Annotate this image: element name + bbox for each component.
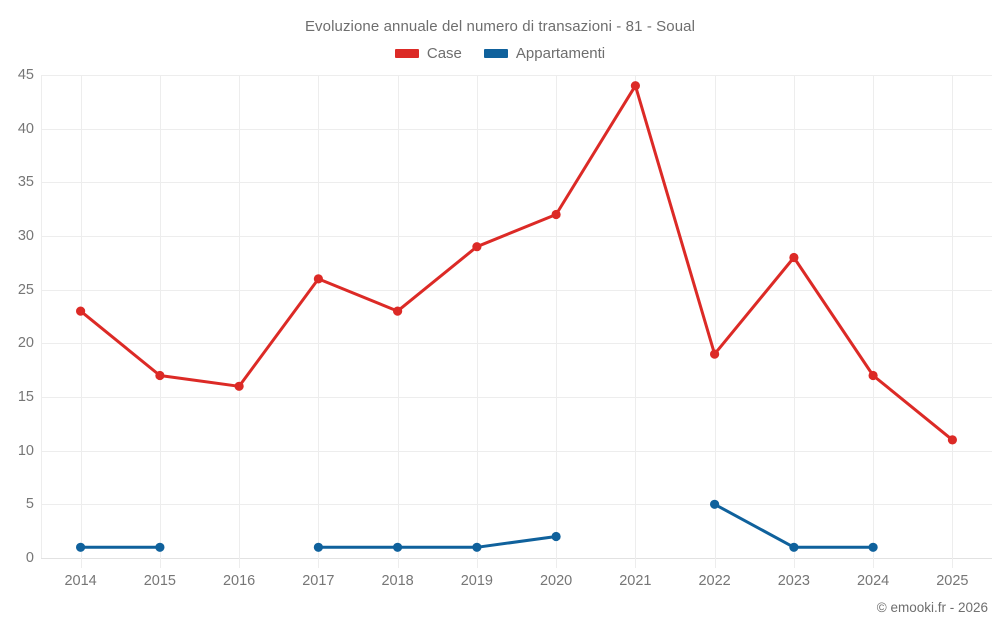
- y-axis-tick-label: 5: [25, 496, 34, 513]
- data-point-marker[interactable]: [710, 499, 720, 509]
- data-point-marker[interactable]: [630, 81, 641, 91]
- x-axis-tick-label: 2025: [936, 573, 969, 589]
- x-axis-tick-label: 2021: [619, 573, 652, 589]
- x-axis-tick-label: 2015: [143, 573, 177, 589]
- x-axis-tick-label: 2020: [539, 573, 573, 589]
- data-point-marker[interactable]: [472, 242, 482, 252]
- y-axis-tick-label: 10: [17, 442, 34, 459]
- chart-legend: Case Appartamenti: [0, 45, 1000, 62]
- y-axis-tick-label: 0: [25, 550, 34, 566]
- x-axis-tick-label: 2017: [302, 573, 335, 589]
- data-point-marker[interactable]: [789, 542, 799, 552]
- legend-swatch-icon: [483, 49, 508, 58]
- series-line-case: [79, 84, 954, 442]
- x-axis-tick-label: 2018: [381, 573, 414, 589]
- y-axis-tick-label: 45: [17, 67, 34, 83]
- data-point-marker[interactable]: [868, 542, 878, 552]
- x-axis-tick-label: 2016: [222, 573, 256, 589]
- data-point-marker[interactable]: [947, 435, 958, 445]
- x-axis-tick-label: 2014: [64, 573, 97, 589]
- y-axis-tick-label: 25: [17, 281, 34, 298]
- chart-title: Evoluzione annuale del numero di transaz…: [304, 18, 696, 35]
- data-point-marker[interactable]: [472, 542, 482, 552]
- footer-credit: © emooki.fr - 2026: [876, 600, 988, 615]
- series-line-appartamenti: [713, 502, 875, 549]
- x-axis-tick-label: 2019: [460, 573, 494, 589]
- legend-item-appartamenti[interactable]: Appartamenti: [483, 45, 606, 62]
- data-point-marker[interactable]: [551, 531, 561, 542]
- legend-item-case[interactable]: Case: [394, 45, 462, 62]
- y-axis-tick-label: 15: [17, 389, 34, 405]
- data-point-marker[interactable]: [789, 252, 799, 263]
- y-axis-tick-label: 40: [17, 120, 34, 137]
- data-point-marker[interactable]: [393, 306, 403, 316]
- data-point-marker[interactable]: [710, 349, 720, 359]
- data-point-marker[interactable]: [313, 542, 323, 552]
- series-line-appartamenti: [316, 535, 558, 549]
- y-axis-tick-label: 35: [17, 174, 34, 191]
- data-point-marker[interactable]: [76, 306, 86, 316]
- data-point-marker[interactable]: [551, 209, 561, 220]
- data-point-marker[interactable]: [155, 370, 165, 381]
- data-point-marker[interactable]: [868, 370, 878, 381]
- x-axis-tick-label: 2023: [777, 573, 811, 589]
- data-point-marker[interactable]: [76, 542, 86, 552]
- data-point-marker[interactable]: [234, 381, 244, 391]
- data-point-marker[interactable]: [313, 274, 323, 284]
- legend-swatch-icon: [394, 49, 419, 58]
- legend-label: Appartamenti: [515, 45, 606, 62]
- y-axis-tick-label: 20: [17, 335, 34, 352]
- legend-label: Case: [426, 45, 462, 62]
- data-point-marker[interactable]: [393, 542, 403, 552]
- x-axis-tick-label: 2024: [856, 573, 890, 589]
- y-axis-tick-label: 30: [17, 228, 34, 244]
- data-point-marker[interactable]: [155, 542, 165, 552]
- x-axis-tick-label: 2022: [698, 573, 731, 589]
